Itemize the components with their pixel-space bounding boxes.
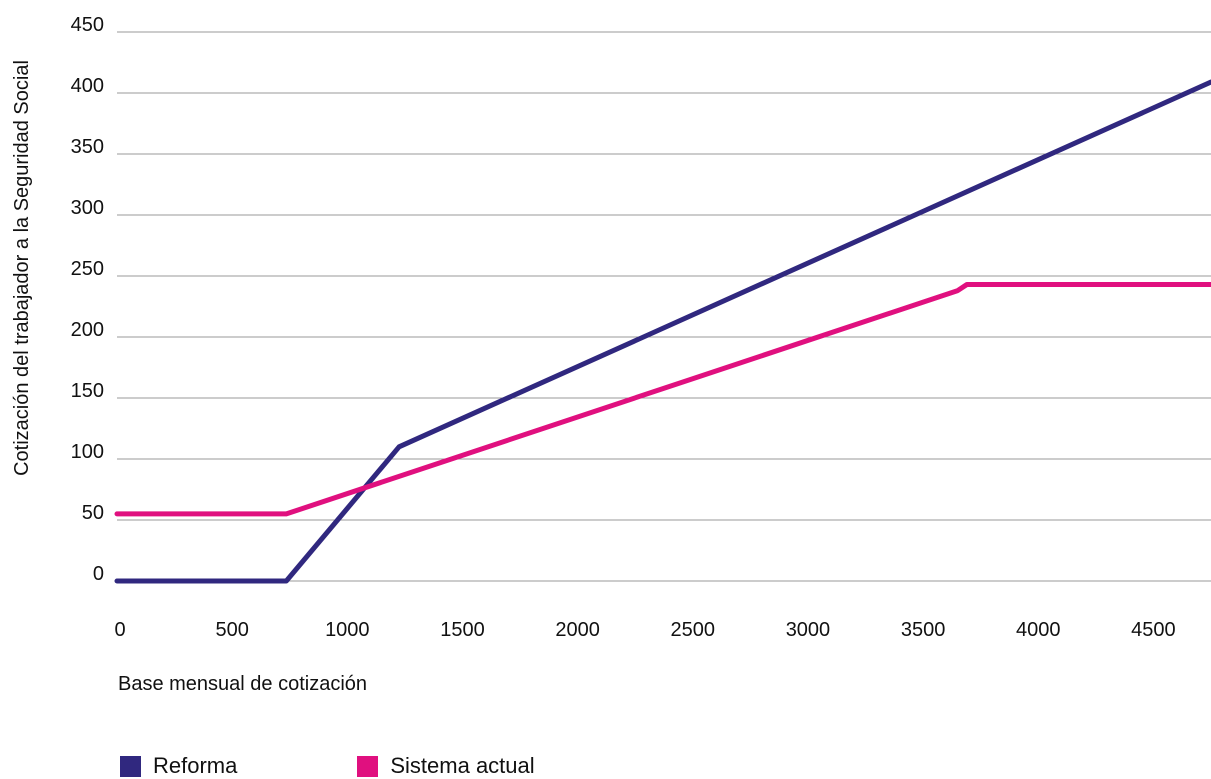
legend-label-sistema-actual: Sistema actual <box>390 753 535 778</box>
legend-label-reforma: Reforma <box>153 753 238 778</box>
grid-lines <box>117 31 1211 582</box>
y-tick-label: 100 <box>71 441 104 463</box>
x-tick-label: 4000 <box>1016 619 1061 641</box>
y-tick-label: 450 <box>71 14 104 36</box>
y-tick-label: 50 <box>82 502 104 524</box>
y-tick-label: 150 <box>71 380 104 402</box>
series-lines <box>114 79 1211 584</box>
x-tick-label: 3500 <box>901 619 946 641</box>
y-axis-ticks: 0 50 100 150 200 250 300 350 400 450 <box>71 14 104 585</box>
x-tick-label: 4500 <box>1131 619 1176 641</box>
x-axis-title: Base mensual de cotización <box>118 673 367 695</box>
x-tick-label: 1000 <box>325 619 370 641</box>
x-tick-label: 3000 <box>786 619 831 641</box>
y-tick-label: 350 <box>71 136 104 158</box>
legend-swatch-reforma <box>120 755 141 777</box>
y-tick-label: 200 <box>71 319 104 341</box>
x-axis-ticks: 0 500 1000 1500 2000 2500 3000 3500 4000 4500 <box>114 619 1175 641</box>
legend-item-sistema-actual: Sistema actual <box>357 753 535 779</box>
series-line-sistema-actual <box>114 282 1211 517</box>
x-tick-label: 2500 <box>671 619 716 641</box>
y-tick-label: 400 <box>71 75 104 97</box>
x-tick-label: 500 <box>215 619 248 641</box>
y-axis-title: Cotización del trabajador a la Seguridad… <box>11 60 33 476</box>
y-tick-label: 300 <box>71 197 104 219</box>
x-tick-label: 2000 <box>555 619 600 641</box>
y-tick-label: 250 <box>71 258 104 280</box>
legend-item-reforma: Reforma <box>120 753 237 779</box>
series-line-reforma <box>114 79 1211 584</box>
x-tick-label: 0 <box>114 619 125 641</box>
y-tick-label: 0 <box>93 563 104 585</box>
legend-swatch-sistema-actual <box>357 755 379 777</box>
x-tick-label: 1500 <box>440 619 485 641</box>
legend: Reforma Sistema actual <box>120 753 535 779</box>
